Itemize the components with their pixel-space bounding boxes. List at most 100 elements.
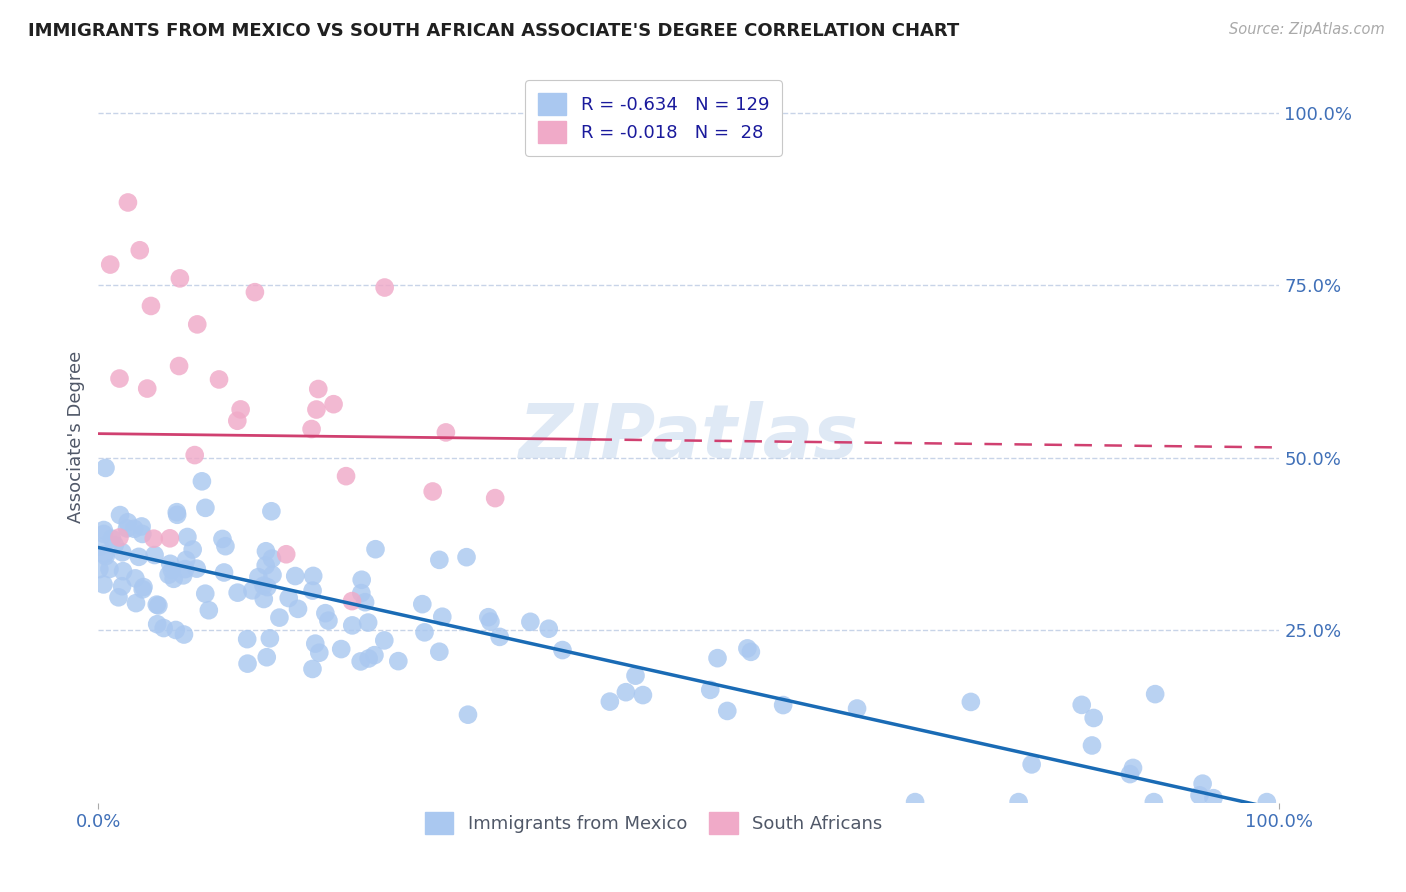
Y-axis label: Associate's Degree: Associate's Degree xyxy=(66,351,84,524)
Point xyxy=(699,682,721,697)
Point xyxy=(139,299,162,313)
Point xyxy=(364,542,387,557)
Point xyxy=(477,610,499,624)
Point xyxy=(211,532,233,546)
Point xyxy=(434,425,457,440)
Point xyxy=(354,595,377,609)
Point xyxy=(181,542,204,557)
Point xyxy=(456,550,478,565)
Point xyxy=(208,372,231,386)
Point xyxy=(131,582,153,597)
Point xyxy=(1083,711,1105,725)
Point xyxy=(117,516,139,530)
Point xyxy=(226,585,249,599)
Point xyxy=(411,597,433,611)
Point xyxy=(247,570,270,584)
Point xyxy=(301,662,323,676)
Point xyxy=(706,651,728,665)
Point xyxy=(260,504,283,518)
Point xyxy=(152,621,174,635)
Point xyxy=(256,580,278,594)
Point xyxy=(229,402,252,417)
Point xyxy=(93,523,115,537)
Point xyxy=(163,572,186,586)
Point xyxy=(427,553,450,567)
Point xyxy=(243,285,266,300)
Point xyxy=(174,562,197,576)
Point xyxy=(537,622,560,636)
Point xyxy=(1007,795,1029,809)
Point xyxy=(111,579,134,593)
Point xyxy=(131,527,153,541)
Point xyxy=(124,522,146,536)
Point xyxy=(304,637,326,651)
Point xyxy=(387,654,409,668)
Point xyxy=(357,615,380,630)
Point xyxy=(124,571,146,585)
Point xyxy=(166,505,188,519)
Point xyxy=(1188,789,1211,803)
Point xyxy=(94,461,117,475)
Point xyxy=(307,382,329,396)
Point xyxy=(111,545,134,559)
Point xyxy=(335,469,357,483)
Point xyxy=(374,280,396,294)
Point xyxy=(284,569,307,583)
Point xyxy=(172,568,194,582)
Point xyxy=(98,258,121,272)
Point xyxy=(128,549,150,564)
Point xyxy=(1070,698,1092,712)
Point xyxy=(98,562,121,576)
Point xyxy=(772,698,794,712)
Point xyxy=(259,632,281,646)
Point xyxy=(262,568,284,582)
Point xyxy=(305,402,328,417)
Point xyxy=(214,539,236,553)
Point xyxy=(93,527,115,541)
Point xyxy=(1122,761,1144,775)
Point xyxy=(93,577,115,591)
Point xyxy=(146,617,169,632)
Text: ZIPatlas: ZIPatlas xyxy=(519,401,859,474)
Point xyxy=(115,521,138,535)
Text: Source: ZipAtlas.com: Source: ZipAtlas.com xyxy=(1229,22,1385,37)
Point xyxy=(148,599,170,613)
Point xyxy=(254,544,277,558)
Point xyxy=(236,632,259,647)
Point xyxy=(256,650,278,665)
Point xyxy=(599,695,621,709)
Point xyxy=(108,508,131,522)
Point xyxy=(631,688,654,702)
Point xyxy=(159,531,181,545)
Point xyxy=(357,651,380,665)
Point xyxy=(960,695,983,709)
Point xyxy=(108,531,131,545)
Point xyxy=(104,538,127,552)
Point xyxy=(1191,777,1213,791)
Point xyxy=(1144,687,1167,701)
Point xyxy=(94,547,117,561)
Point xyxy=(457,707,479,722)
Point xyxy=(107,591,129,605)
Point xyxy=(146,598,169,612)
Point xyxy=(157,567,180,582)
Point xyxy=(167,359,190,373)
Point xyxy=(277,591,299,605)
Legend: Immigrants from Mexico, South Africans: Immigrants from Mexico, South Africans xyxy=(418,805,890,841)
Point xyxy=(194,500,217,515)
Point xyxy=(342,618,364,632)
Point xyxy=(173,627,195,641)
Point xyxy=(330,642,353,657)
Point xyxy=(108,371,131,385)
Point xyxy=(373,633,395,648)
Point xyxy=(117,195,139,210)
Point xyxy=(484,491,506,505)
Point xyxy=(904,795,927,809)
Point xyxy=(174,553,197,567)
Point xyxy=(143,548,166,562)
Point xyxy=(226,414,249,428)
Point xyxy=(186,561,208,575)
Point xyxy=(160,563,183,577)
Point xyxy=(166,508,188,522)
Point xyxy=(242,583,264,598)
